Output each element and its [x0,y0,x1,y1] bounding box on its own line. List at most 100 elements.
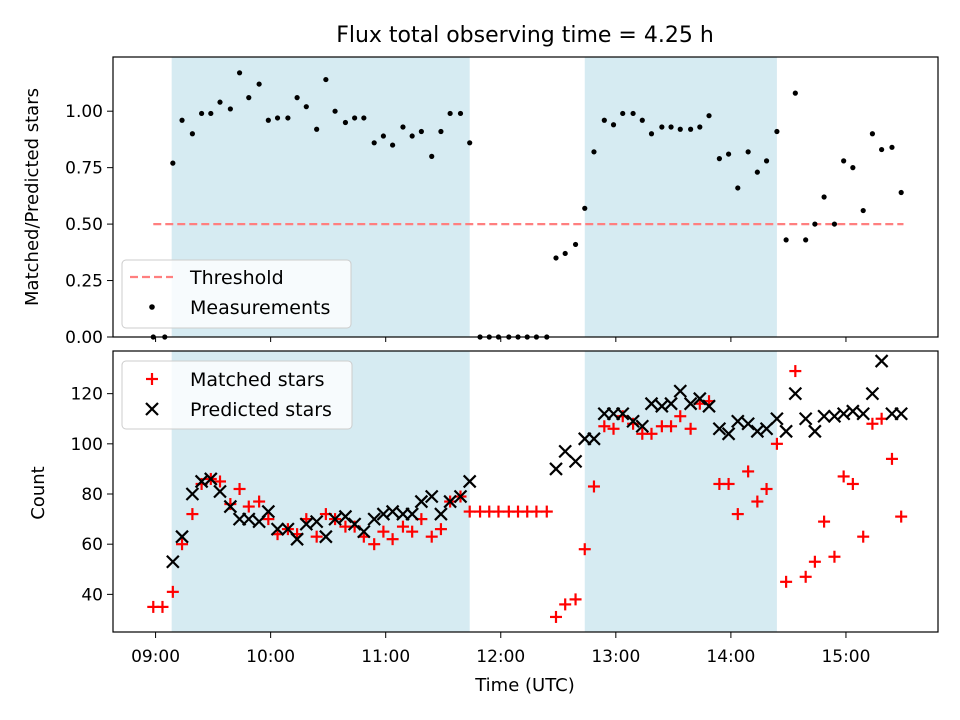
predicted-point-b [770,411,784,426]
measurement-point [754,169,760,175]
legend-matched-label: Matched stars [190,369,324,391]
predicted-point [558,444,572,459]
predicted-point [549,462,563,476]
predicted-point [759,421,774,436]
predicted-point [338,509,353,524]
measurement-point [831,221,838,227]
predicted-point [405,507,419,521]
measurement-point [217,99,223,105]
predicted-point-b [424,489,439,504]
measurement-point [265,117,271,123]
predicted-point-b [443,494,457,509]
predicted-point-b [175,529,189,544]
matched-point [760,482,773,495]
predicted-point-b [281,522,295,536]
predicted-point-b [549,462,563,476]
predicted-point-b [615,406,630,421]
predicted-point [779,424,793,439]
chart-title: Flux total observing time = 4.25 h [336,23,714,48]
predicted-point [788,386,803,401]
measurement-point [869,131,876,137]
measurement-point [688,126,694,132]
measurement-point [352,115,358,121]
predicted-point [587,432,601,446]
matched-point [559,598,572,611]
measurement-point [582,205,588,211]
bottom-y-tick-label: 60 [81,535,103,555]
predicted-point-b [741,416,755,431]
predicted-point-b [817,409,831,424]
bottom-x-tick-label: 13:00 [591,647,640,667]
measurement-point [429,153,435,159]
predicted-point-b [328,512,342,526]
measurement-point [361,115,367,121]
matched-point [434,523,447,536]
predicted-point-b [827,409,842,424]
measurement-point [227,106,233,112]
bottom-y-tick-label: 120 [71,385,103,405]
legend-predicted-swatch [145,402,159,416]
top-y-tick-label: 0.00 [65,328,103,348]
predicted-point-b [644,396,659,411]
matched-point [828,550,841,563]
matched-point [770,437,783,450]
measurement-point [821,194,827,200]
predicted-point [568,454,583,469]
measurement-point [630,110,636,117]
measurement-point [438,128,444,135]
measurement-point [208,110,214,117]
bottom-panel: 40 60 80 100 120 09:00 10:00 11:00 12:00 13:00 14:… [28,350,939,696]
measurement-point [620,110,626,117]
bottom-axis-ticks: 40 60 80 100 120 09:00 10:00 11:00 12:00 13:00 14:… [71,385,871,667]
predicted-point [827,409,842,424]
predicted-point [702,399,716,413]
predicted-point [328,512,342,526]
measurement-point [572,241,579,248]
predicted-point-b [241,512,256,526]
predicted-point-b [626,414,640,429]
predicted-point [213,484,227,499]
predicted-point-b [702,399,716,413]
bottom-legend: Matched stars Predicted stars [121,360,353,430]
predicted-point-b [750,424,765,439]
measurement-point [591,149,597,155]
predicted-point [836,406,851,421]
measurement-point [879,146,885,153]
matched-point [818,515,831,528]
predicted-point-b [693,391,707,406]
matched-point [530,505,543,518]
predicted-point-b [856,406,870,421]
predicted-point [434,507,448,521]
predicted-point [731,414,745,429]
predicted-point-b [319,529,333,544]
predicted-point [644,396,659,411]
matched-point [665,420,678,433]
predicted-point-b [865,386,880,401]
measurement-point [256,81,262,87]
matched-point [837,470,850,483]
predicted-point [299,517,314,531]
predicted-point [741,416,755,431]
bottom-band-1 [584,351,777,632]
matched-point [780,575,793,588]
measurement-point [553,255,559,261]
predicted-point [673,384,688,398]
predicted-point-b [290,532,304,546]
matched-point [846,477,859,490]
predicted-point-b [376,507,391,521]
predicted-point [798,411,813,426]
measurement-point [409,133,415,139]
measurement-point [659,124,665,130]
predicted-point [367,512,381,526]
measurement-point [467,140,473,146]
predicted-point-b [385,504,400,519]
measurement-point [725,151,732,157]
measurement-point [314,126,320,132]
predicted-point-b [299,517,314,531]
predicted-point-b [673,384,688,398]
matched-point [156,600,169,613]
predicted-point [712,421,727,436]
predicted-point-b [462,474,477,489]
bottom-x-tick-label: 14:00 [706,647,755,667]
predicted-point-b [309,514,324,529]
